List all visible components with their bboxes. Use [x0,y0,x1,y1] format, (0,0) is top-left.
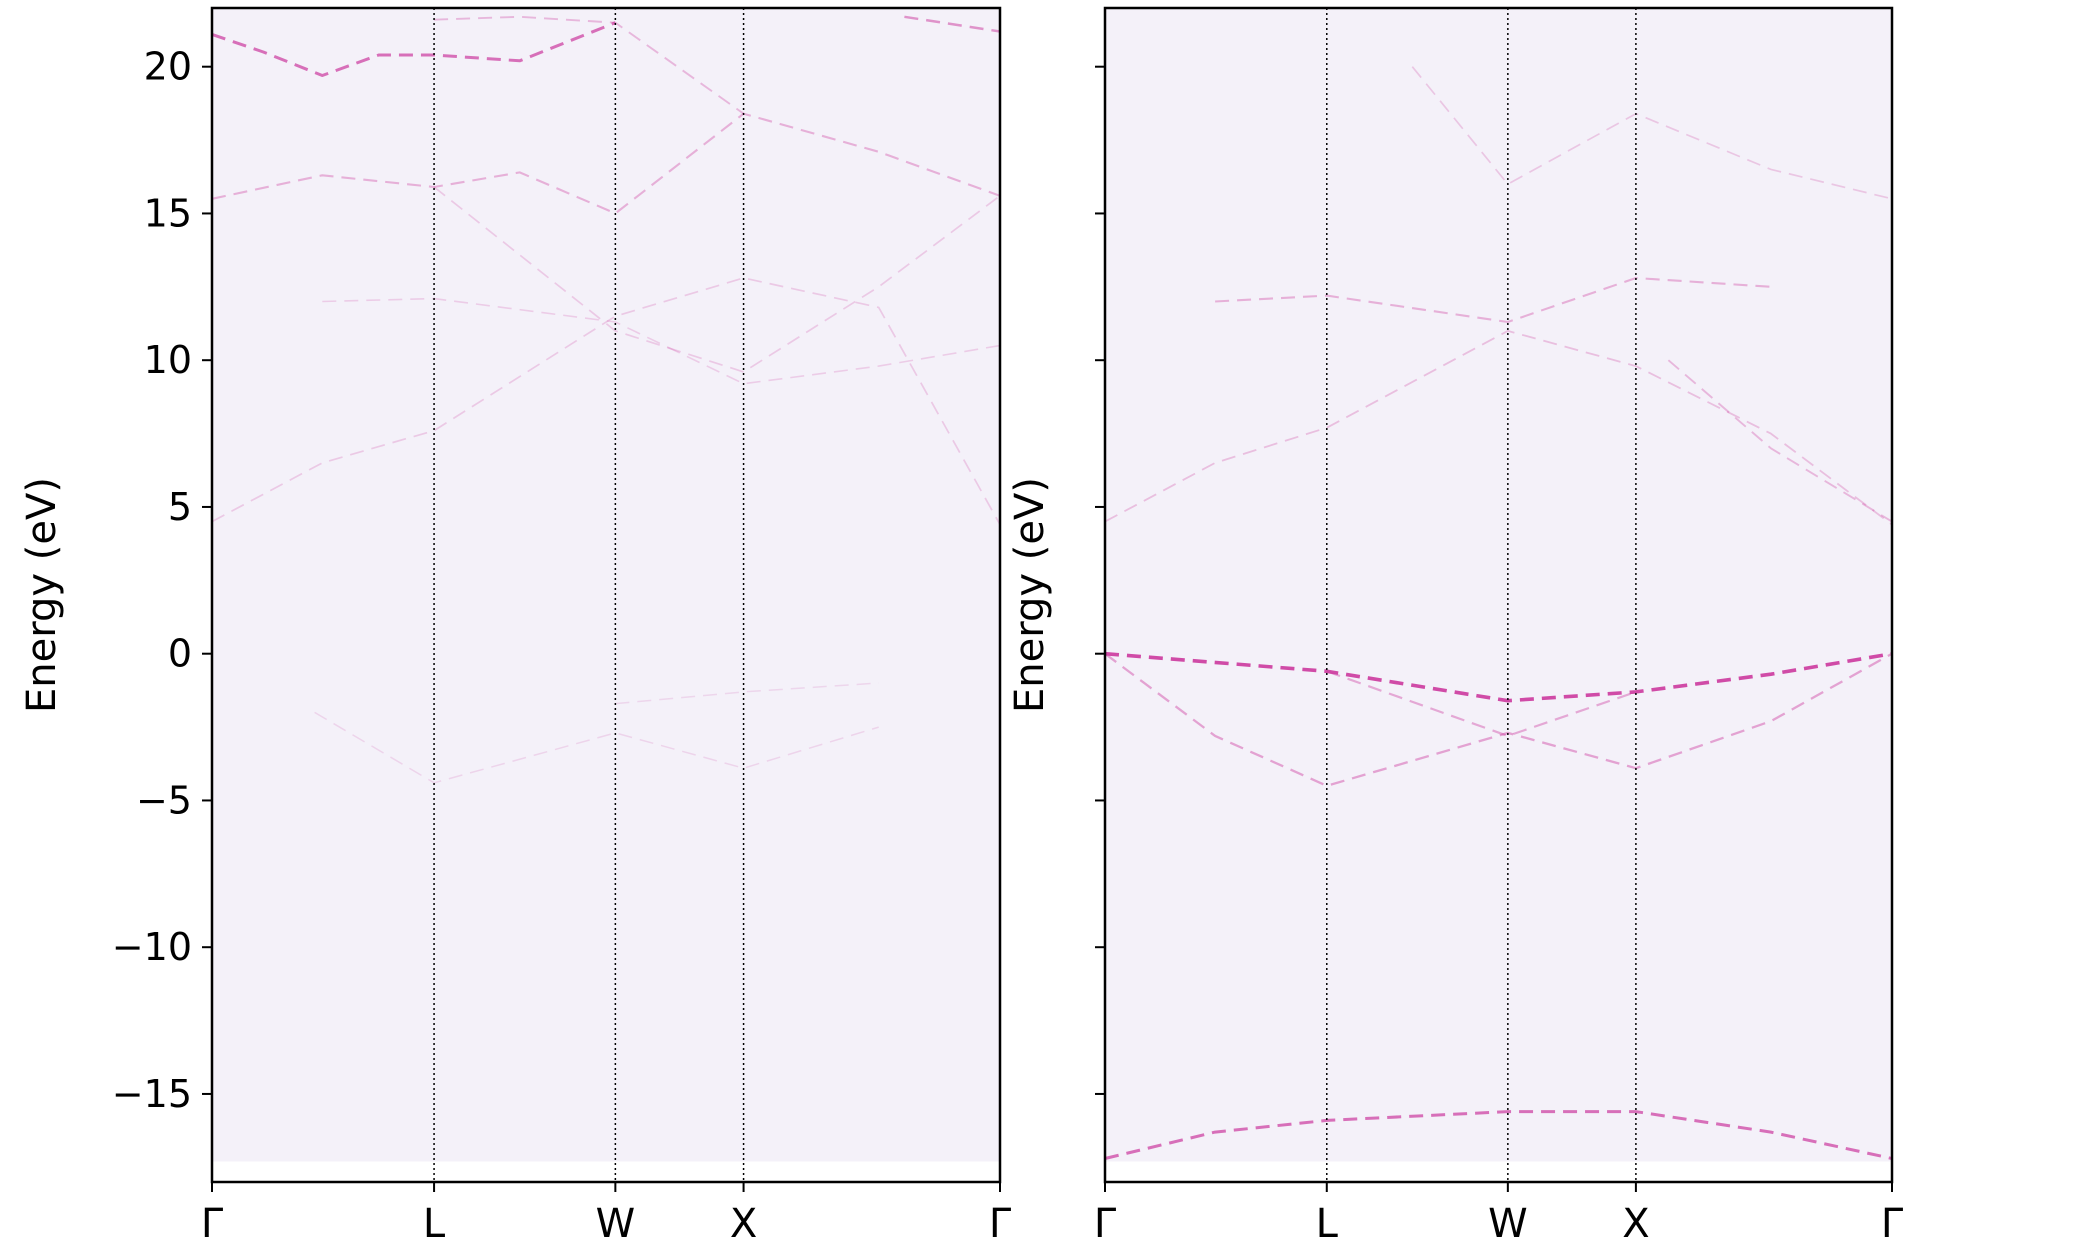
spectral-background [212,8,1000,1162]
y-tick-label: 5 [168,485,192,529]
spectral-background [1105,8,1892,1162]
band-cond-a [1215,276,1771,324]
kpoint-label-Γ: Γ [989,1201,1012,1247]
kpoint-label-L: L [1316,1201,1339,1247]
kpoint-label-L: L [423,1201,446,1247]
y-tick-label: 0 [168,632,192,676]
band-upper-b [211,21,616,77]
y-axis-label: Energy (eV) [1007,477,1053,713]
kpoint-label-Γ: Γ [201,1201,224,1247]
band-upper-d [904,15,1001,33]
band-low-a [314,711,879,784]
y-tick-label: 10 [144,338,192,382]
kpoint-label-X: X [1622,1201,1649,1247]
axes-frame [1103,6,1894,1184]
panel-left: 20 15 10 5 0 −5 −10 −15 Γ L W X Γ Energy (eV) [19,6,1012,1247]
axes-frame [210,6,1002,1184]
kpoint-label-Γ: Γ [1094,1201,1117,1247]
y-tick-label: −15 [112,1072,192,1116]
band-valence-2 [1104,652,1893,787]
y-tick-label: −10 [112,925,192,969]
y-tick-label: 15 [144,191,192,235]
band-mid-a [211,277,1001,526]
kpoint-label-X: X [730,1201,757,1247]
y-axis-label: Energy (eV) [19,477,65,713]
band-valence-top [1104,651,1893,703]
band-cond-d [1667,359,1893,523]
kpoint-label-W: W [596,1201,636,1247]
bands [211,15,1001,784]
band-upper-c [434,15,745,115]
band-cond-b [1104,330,1893,526]
kpoint-label-Γ: Γ [1881,1201,1904,1247]
y-tick-label: −5 [136,778,192,822]
panel-right: Γ L W X Γ Energy (eV) [1007,6,1904,1247]
band-upper-a [211,112,1001,215]
band-bottom [1104,1110,1893,1160]
y-tick-label: 20 [144,45,192,89]
bands [1104,66,1893,1160]
band-mid-b [322,297,1001,385]
band-mid-c [433,186,1001,373]
kpoint-label-W: W [1488,1201,1528,1247]
